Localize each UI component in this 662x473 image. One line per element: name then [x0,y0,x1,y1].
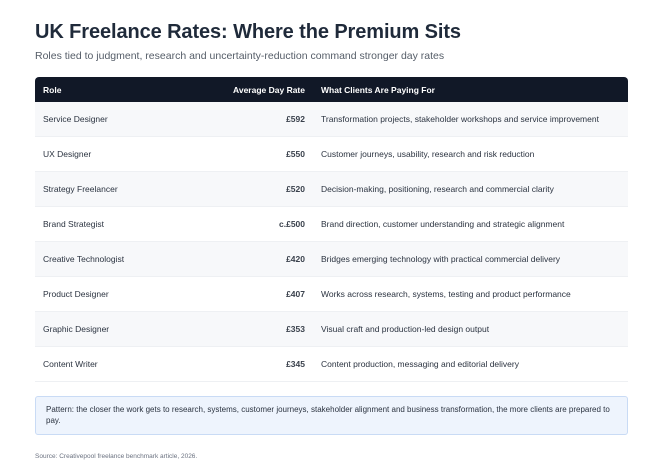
role-cell: Content Writer [35,346,155,382]
table-header: Role Average Day Rate What Clients Are P… [35,77,628,102]
rate-cell: £420 [155,241,313,277]
role-cell: Strategy Freelancer [35,171,155,207]
table-row: Graphic Designer £353 Visual craft and p… [35,311,628,347]
rate-cell: c.£500 [155,206,313,242]
table-row: Service Designer £592 Transformation pro… [35,102,628,137]
page-title: UK Freelance Rates: Where the Premium Si… [35,21,461,43]
source-note: Source: Creativepool freelance benchmark… [35,453,198,460]
focus-cell: Content production, messaging and editor… [313,346,628,382]
focus-cell: Transformation projects, stakeholder wor… [313,102,628,137]
focus-cell: Bridges emerging technology with practic… [313,241,628,277]
column-header-role: Role [43,84,62,95]
table-row: Product Designer £407 Works across resea… [35,276,628,312]
column-header-rate: Average Day Rate [233,84,305,95]
focus-cell: Works across research, systems, testing … [313,276,628,312]
focus-cell: Customer journeys, usability, research a… [313,136,628,172]
role-cell: UX Designer [35,136,155,172]
role-cell: Creative Technologist [35,241,155,277]
rate-cell: £345 [155,346,313,382]
table-row: Creative Technologist £420 Bridges emerg… [35,241,628,277]
rates-table: Role Average Day Rate What Clients Are P… [35,77,628,382]
rate-cell: £520 [155,171,313,207]
rate-cell: £550 [155,136,313,172]
table-row: UX Designer £550 Customer journeys, usab… [35,136,628,172]
role-cell: Brand Strategist [35,206,155,242]
table-row: Content Writer £345 Content production, … [35,346,628,382]
rate-cell: £407 [155,276,313,312]
table-body: Service Designer £592 Transformation pro… [35,102,628,382]
focus-cell: Visual craft and production-led design o… [313,311,628,347]
table-row: Strategy Freelancer £520 Decision-making… [35,171,628,207]
page-content: UK Freelance Rates: Where the Premium Si… [35,20,628,435]
page-subtitle: Roles tied to judgment, research and unc… [35,50,445,62]
rate-cell: £592 [155,102,313,137]
table-header-row: Role Average Day Rate What Clients Are P… [35,77,628,102]
focus-cell: Brand direction, customer understanding … [313,206,628,242]
role-cell: Product Designer [35,276,155,312]
focus-cell: Decision-making, positioning, research a… [313,171,628,207]
rate-cell: £353 [155,311,313,347]
column-header-focus: What Clients Are Paying For [321,84,435,95]
pattern-callout: Pattern: the closer the work gets to res… [35,396,628,435]
table-row: Brand Strategist c.£500 Brand direction,… [35,206,628,242]
role-cell: Service Designer [35,102,155,137]
role-cell: Graphic Designer [35,311,155,347]
